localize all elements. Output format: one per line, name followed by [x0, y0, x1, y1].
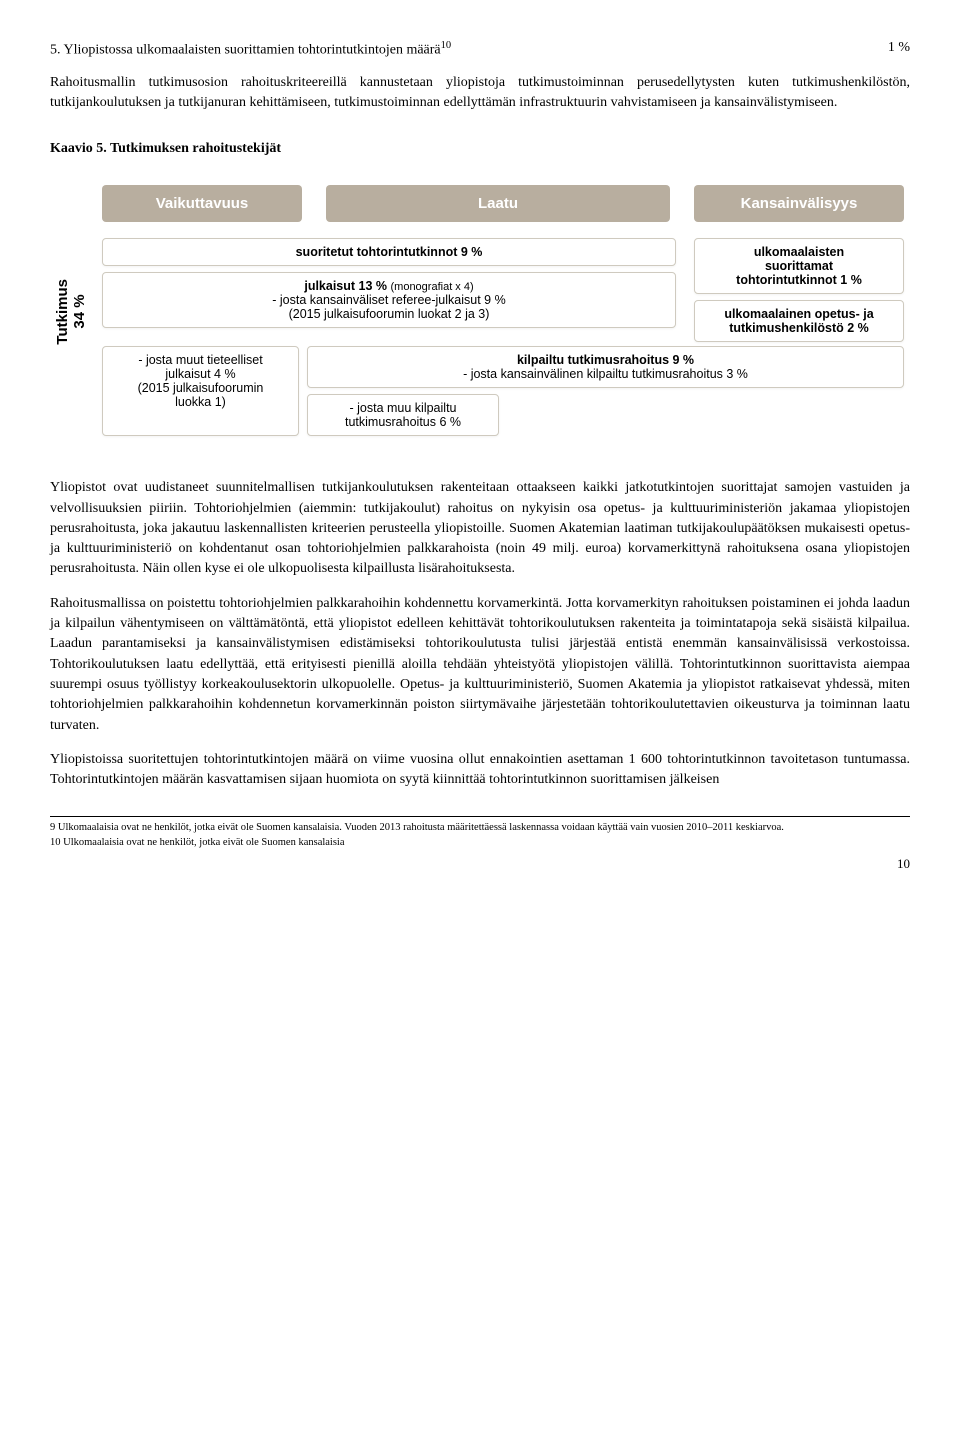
box-julkaisut-line2: - josta kansainväliset referee-julkaisut…: [272, 293, 505, 307]
paragraph-3: Yliopistoissa suoritettujen tohtorintutk…: [50, 750, 910, 791]
diagram-kaavio5: Tutkimus34 % Vaikuttavuus Laatu Kansainv…: [50, 175, 910, 448]
t: tohtorintutkinnot 1 %: [736, 273, 862, 287]
t: - josta muut tieteelliset: [138, 353, 262, 367]
t: - josta muu kilpailtu: [350, 401, 457, 415]
heading-left: 5. Yliopistossa ulkomaalaisten suorittam…: [50, 40, 451, 59]
t: (2015 julkaisufoorumin: [138, 381, 264, 395]
diagram-right-col: ulkomaalaisten suorittamat tohtorintutki…: [694, 238, 904, 342]
t: ulkomaalaisten: [754, 245, 844, 259]
box-kilpailtu: kilpailtu tutkimusrahoitus 9 % - josta k…: [307, 346, 904, 388]
diagram-top-row: suoritetut tohtorintutkinnot 9 % julkais…: [102, 238, 904, 342]
diagram-sidebar-label: Tutkimus34 %: [50, 259, 88, 365]
heading-row: 5. Yliopistossa ulkomaalaisten suorittam…: [50, 40, 910, 59]
diagram-body: Tutkimus34 % Vaikuttavuus Laatu Kansainv…: [50, 175, 910, 448]
figure-title: Kaavio 5. Tutkimuksen rahoitustekijät: [50, 141, 910, 157]
diagram-bottom-row: - josta muut tieteelliset julkaisut 4 % …: [102, 346, 904, 436]
t: ulkomaalainen opetus- ja: [724, 307, 873, 321]
diagram-bottom-right: kilpailtu tutkimusrahoitus 9 % - josta k…: [307, 346, 904, 436]
box-ulkom-opetus: ulkomaalainen opetus- ja tutkimushenkilö…: [694, 300, 904, 342]
paragraph-1: Yliopistot ovat uudistaneet suunnitelmal…: [50, 478, 910, 579]
diagram-header-row: Vaikuttavuus Laatu Kansainvälisyys: [102, 185, 904, 222]
t: kilpailtu tutkimusrahoitus 9 %: [517, 353, 694, 367]
intro-paragraph: Rahoitusmallin tutkimusosion rahoituskri…: [50, 73, 910, 114]
t: - josta kansainvälinen kilpailtu tutkimu…: [463, 367, 748, 381]
paragraph-2: Rahoitusmallissa on poistettu tohtoriohj…: [50, 594, 910, 736]
diagram-left-col: suoritetut tohtorintutkinnot 9 % julkais…: [102, 238, 676, 342]
box-muut-tieteelliset: - josta muut tieteelliset julkaisut 4 % …: [102, 346, 299, 436]
box-tohtorintutkinnot: suoritetut tohtorintutkinnot 9 %: [102, 238, 676, 266]
box-julkaisut: julkaisut 13 % (monografiat x 4) - josta…: [102, 272, 676, 328]
heading-footnote-ref: 10: [441, 40, 452, 51]
heading-text: 5. Yliopistossa ulkomaalaisten suorittam…: [50, 43, 441, 58]
box-julkaisut-line3: (2015 julkaisufoorumin luokat 2 ja 3): [289, 307, 490, 321]
box-muu-kilpailtu: - josta muu kilpailtu tutkimusrahoitus 6…: [307, 394, 499, 436]
box-julkaisut-title: julkaisut 13 %: [304, 279, 390, 293]
box-ulkom-tohtori: ulkomaalaisten suorittamat tohtorintutki…: [694, 238, 904, 294]
page-number: 10: [50, 856, 910, 872]
t: luokka 1): [175, 395, 226, 409]
t: tutkimusrahoitus 6 %: [345, 415, 461, 429]
footnote-9: 9 Ulkomaalaisia ovat ne henkilöt, jotka …: [50, 821, 910, 835]
diagram-content: Vaikuttavuus Laatu Kansainvälisyys suori…: [96, 175, 910, 448]
heading-right: 1 %: [888, 40, 910, 59]
footnote-10: 10 Ulkomaalaisia ovat ne henkilöt, jotka…: [50, 836, 910, 850]
col-header-kansainvalisyys: Kansainvälisyys: [694, 185, 904, 222]
col-header-laatu: Laatu: [326, 185, 670, 222]
t: tutkimushenkilöstö 2 %: [729, 321, 869, 335]
col-header-vaikuttavuus: Vaikuttavuus: [102, 185, 302, 222]
box-julkaisut-note: (monografiat x 4): [391, 281, 474, 293]
footnotes: 9 Ulkomaalaisia ovat ne henkilöt, jotka …: [50, 816, 910, 849]
t: suorittamat: [765, 259, 833, 273]
t: julkaisut 4 %: [165, 367, 235, 381]
